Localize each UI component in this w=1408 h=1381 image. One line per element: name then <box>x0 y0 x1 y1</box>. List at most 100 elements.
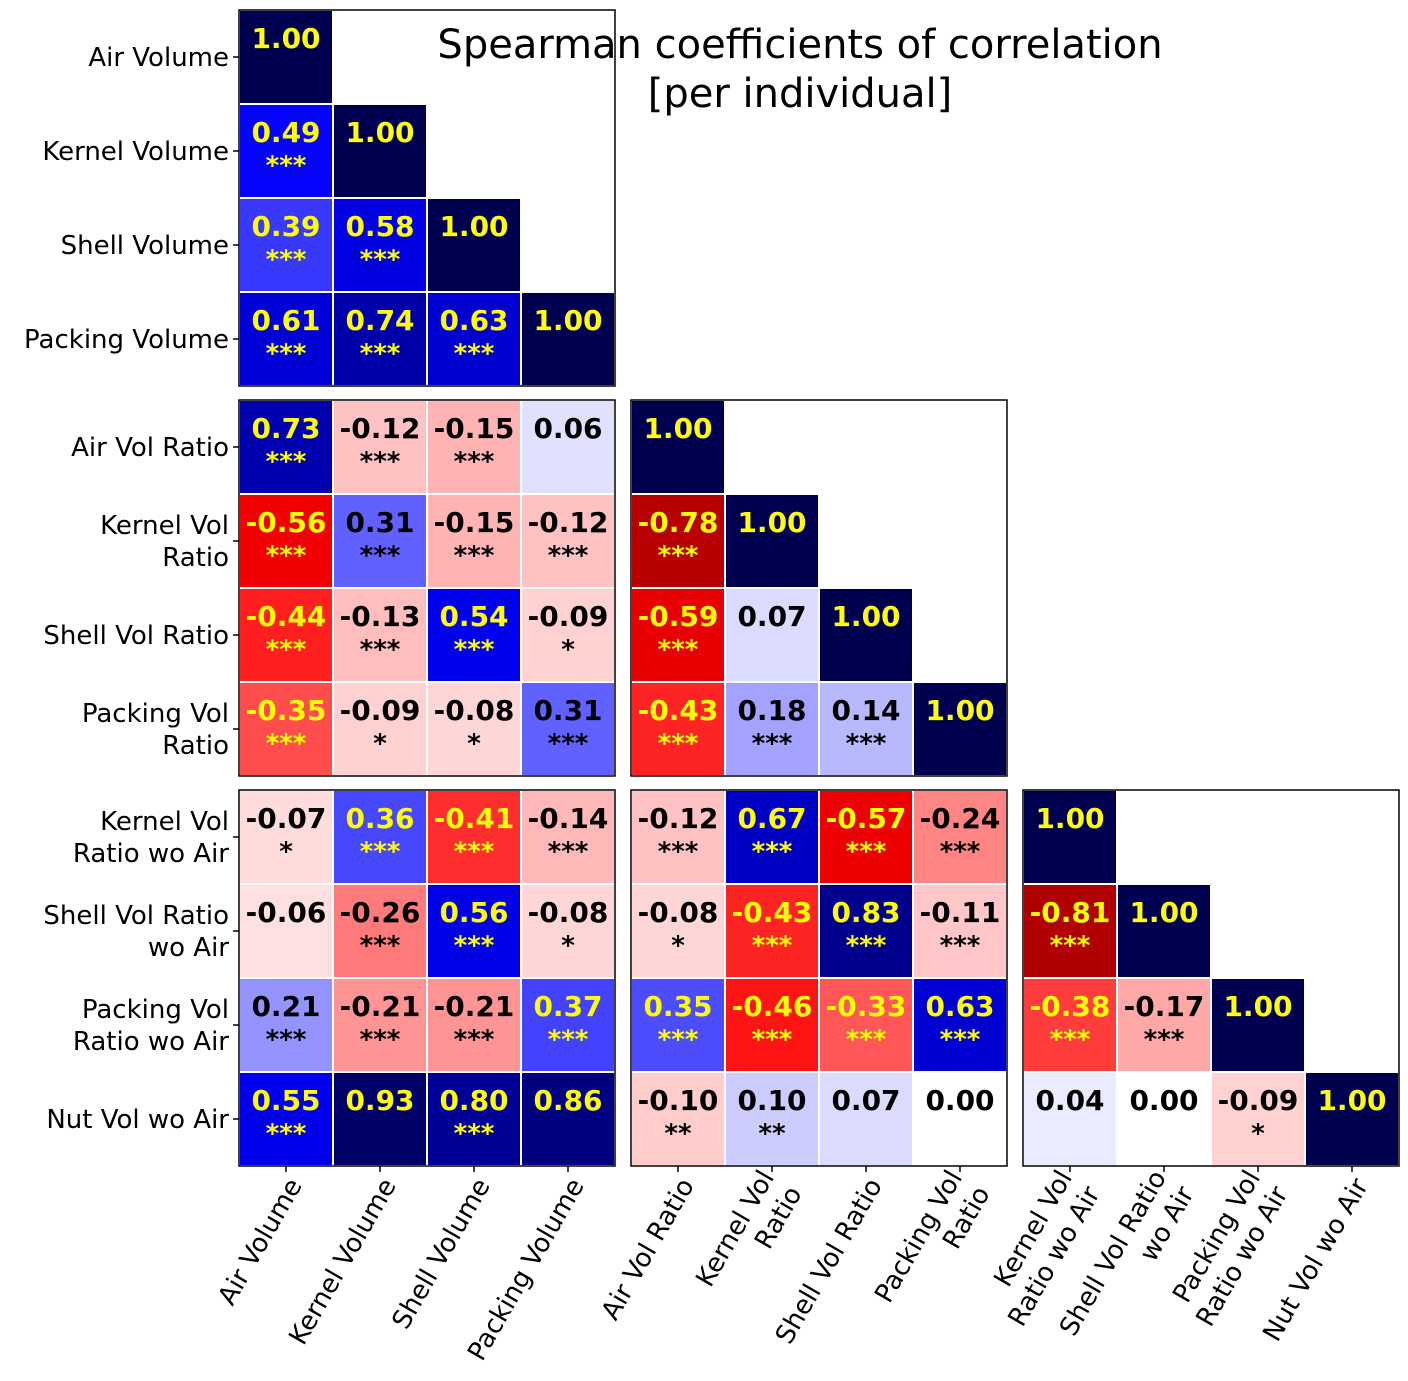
cell-significance-label: *** <box>658 837 699 867</box>
cell-value-label: -0.08 <box>528 896 609 929</box>
cell-significance-label: *** <box>360 837 401 867</box>
cell-value-label: 0.86 <box>533 1084 602 1117</box>
cell-value-label: 1.00 <box>251 22 320 55</box>
heatmap-cell <box>724 977 820 1073</box>
cell-value-label: 1.00 <box>925 694 994 727</box>
cell-significance-label: *** <box>454 931 495 961</box>
cell-value-label: 0.83 <box>831 896 900 929</box>
cell-value-label: 0.67 <box>737 802 806 835</box>
heatmap-block-frame <box>1022 789 1400 1167</box>
cell-value-label: 0.18 <box>737 694 806 727</box>
heatmap-cell <box>332 883 428 979</box>
heatmap-cell <box>912 1071 1008 1167</box>
cell-significance-label: * <box>561 635 575 665</box>
heatmap-cell <box>332 587 428 683</box>
cell-significance-label: *** <box>846 1025 887 1055</box>
cell-value-label: 0.00 <box>925 1084 994 1117</box>
heatmap-cell <box>332 493 428 589</box>
cell-value-label: 0.56 <box>439 896 508 929</box>
cell-significance-label: *** <box>548 837 589 867</box>
cell-value-label: 0.04 <box>1035 1084 1104 1117</box>
cell-value-label: 0.63 <box>439 304 508 337</box>
cell-value-label: 1.00 <box>1035 802 1104 835</box>
y-tick-label: Packing Volume <box>24 325 229 355</box>
cell-value-label: 0.49 <box>251 116 320 149</box>
heatmap-cell <box>724 789 820 885</box>
cell-value-label: -0.21 <box>434 990 515 1023</box>
cell-value-label: 0.14 <box>831 694 900 727</box>
cell-value-label: -0.33 <box>826 990 907 1023</box>
cell-value-label: -0.12 <box>528 506 609 539</box>
cell-significance-label: *** <box>454 1119 495 1149</box>
heatmap-cell <box>238 883 334 979</box>
cell-significance-label: *** <box>454 541 495 571</box>
cell-value-label: 0.63 <box>925 990 994 1023</box>
heatmap-cell <box>1304 1071 1400 1167</box>
cell-significance-label: *** <box>360 635 401 665</box>
cell-value-label: 0.61 <box>251 304 320 337</box>
cell-significance-label: * <box>1251 1119 1265 1149</box>
y-tick-label: Shell Volume <box>61 231 229 261</box>
y-tick-label: Air Volume <box>88 43 229 73</box>
cell-value-label: -0.56 <box>246 506 327 539</box>
cell-significance-label: *** <box>752 837 793 867</box>
cell-value-label: 0.73 <box>251 412 320 445</box>
cell-significance-label: *** <box>454 447 495 477</box>
heatmap-cell <box>1210 1071 1306 1167</box>
cell-significance-label: * <box>671 931 685 961</box>
cell-value-label: 1.00 <box>1129 896 1198 929</box>
y-tick-label: Nut Vol wo Air <box>46 1105 229 1135</box>
cell-value-label: -0.09 <box>528 600 609 633</box>
cell-value-label: 1.00 <box>533 304 602 337</box>
cell-significance-label: *** <box>266 1025 307 1055</box>
cell-significance-label: ** <box>758 1119 786 1149</box>
cell-value-label: 1.00 <box>643 412 712 445</box>
cell-value-label: 0.37 <box>533 990 602 1023</box>
heatmap-cell <box>724 587 820 683</box>
heatmap-block-frame <box>238 399 616 777</box>
cell-significance-label: *** <box>752 1025 793 1055</box>
cell-value-label: -0.81 <box>1030 896 1111 929</box>
cell-value-label: -0.15 <box>434 506 515 539</box>
cell-significance-label: *** <box>266 729 307 759</box>
cell-significance-label: *** <box>360 339 401 369</box>
cell-significance-label: *** <box>658 1025 699 1055</box>
chart-title-line-2: [per individual] <box>648 71 953 117</box>
cell-significance-label: *** <box>266 447 307 477</box>
heatmap-cell <box>520 493 616 589</box>
cell-value-label: 0.00 <box>1129 1084 1198 1117</box>
heatmap-cell <box>238 681 334 777</box>
cell-value-label: 0.58 <box>345 210 414 243</box>
cell-value-label: 0.39 <box>251 210 320 243</box>
cell-significance-label: * <box>279 837 293 867</box>
cell-significance-label: *** <box>940 931 981 961</box>
cell-value-label: 1.00 <box>1317 1084 1386 1117</box>
cell-significance-label: *** <box>454 1025 495 1055</box>
cell-value-label: -0.26 <box>340 896 421 929</box>
cell-value-label: 0.93 <box>345 1084 414 1117</box>
cell-value-label: -0.17 <box>1124 990 1205 1023</box>
cell-value-label: 0.54 <box>439 600 508 633</box>
cell-significance-label: *** <box>266 339 307 369</box>
cell-value-label: -0.12 <box>638 802 719 835</box>
cell-value-label: -0.44 <box>246 600 327 633</box>
cell-value-label: 1.00 <box>439 210 508 243</box>
heatmap-cell <box>520 883 616 979</box>
cell-significance-label: *** <box>1050 931 1091 961</box>
cell-value-label: -0.41 <box>434 802 515 835</box>
cell-significance-label: * <box>467 729 481 759</box>
cell-value-label: -0.09 <box>340 694 421 727</box>
heatmap-block-frame <box>630 399 1008 777</box>
heatmap-block-frame <box>238 9 616 387</box>
cell-value-label: -0.14 <box>528 802 609 835</box>
cell-significance-label: *** <box>752 931 793 961</box>
cell-value-label: 0.07 <box>831 1084 900 1117</box>
heatmap-cell <box>630 493 726 589</box>
heatmap-cell <box>1210 977 1306 1073</box>
y-tick-label: Packing Vol Ratio wo Air <box>73 995 229 1057</box>
cell-value-label: -0.78 <box>638 506 719 539</box>
cell-value-label: -0.38 <box>1030 990 1111 1023</box>
heatmap-cell <box>520 977 616 1073</box>
chart-title-line-1: Spearman coefficients of correlation <box>437 22 1162 68</box>
cell-significance-label: *** <box>940 1025 981 1055</box>
